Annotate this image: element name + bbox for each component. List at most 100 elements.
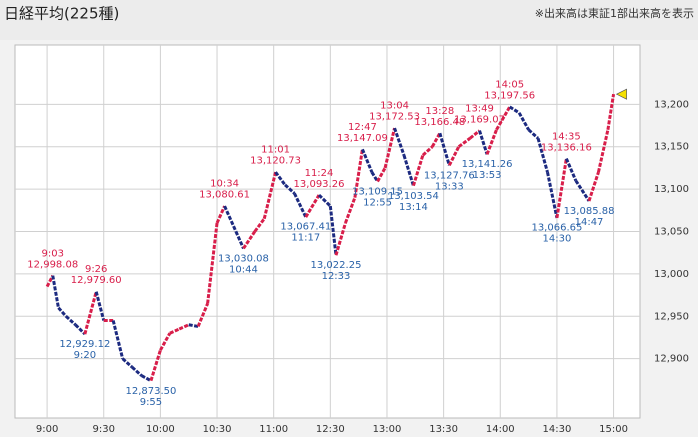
- price-segment: [215, 205, 226, 224]
- price-segment: [159, 332, 172, 351]
- annotation-text: 9:55: [140, 397, 162, 408]
- annotation-text: 13,066.65: [531, 222, 582, 233]
- annotation-text: 11:01: [261, 145, 290, 156]
- annotation-text: 13,109.15: [352, 186, 403, 197]
- annotation-text: 12,998.08: [27, 260, 78, 271]
- price-segment: [253, 217, 266, 233]
- annotation-text: 13:53: [473, 170, 502, 181]
- y-tick-label: 12,900: [654, 354, 689, 365]
- price-segment: [447, 146, 461, 167]
- annotation-text: 12:47: [348, 122, 377, 133]
- price-segment: [596, 129, 610, 173]
- annotation-text: 13:28: [425, 106, 454, 117]
- price-segment: [274, 171, 287, 186]
- y-tick-label: 13,100: [654, 184, 689, 195]
- price-segment: [317, 193, 332, 208]
- annotation-text: 12:55: [363, 197, 392, 208]
- price-segment: [94, 291, 106, 321]
- price-segment: [495, 106, 512, 131]
- price-segment: [393, 127, 406, 156]
- price-segment: [546, 171, 559, 219]
- price-segment: [353, 149, 364, 198]
- last-price-marker: [615, 88, 627, 100]
- annotation-text: 13:14: [399, 202, 428, 213]
- x-tick-label: 10:00: [146, 424, 175, 435]
- price-segment: [555, 158, 568, 219]
- annotation-text: 13:49: [465, 104, 494, 115]
- header-note: ※出来高は東証1部出来高を表示: [535, 6, 694, 20]
- price-segment: [574, 179, 591, 202]
- annotation-text: 14:05: [495, 79, 524, 90]
- price-segment: [564, 158, 578, 182]
- annotation-text: 10:34: [210, 179, 239, 190]
- annotation-text: 13,022.25: [311, 260, 362, 271]
- price-segment: [242, 230, 257, 250]
- x-tick-label: 9:30: [93, 424, 115, 435]
- price-segment: [196, 302, 209, 328]
- price-segment: [361, 148, 374, 173]
- y-tick-label: 13,150: [654, 142, 689, 153]
- price-segment: [169, 327, 180, 335]
- price-segment: [45, 274, 55, 288]
- annotation-text: 10:44: [229, 264, 258, 275]
- annotation-text: 12,929.12: [59, 339, 110, 350]
- annotation-text: 13,030.08: [218, 253, 269, 264]
- x-tick-label: 12:30: [316, 424, 345, 435]
- annotation-text: 11:24: [305, 168, 334, 179]
- y-tick-label: 13,050: [654, 227, 689, 238]
- price-segment: [131, 366, 143, 377]
- annotation-text: 13,136.16: [541, 142, 592, 153]
- annotation-text: 13,080.61: [199, 190, 250, 201]
- price-segment: [376, 167, 387, 183]
- annotation-text: 13,141.26: [462, 159, 513, 170]
- annotation-text: 13,172.53: [369, 112, 420, 123]
- chart-title: 日経平均(225種): [4, 5, 119, 23]
- x-tick-label: 13:00: [373, 424, 402, 435]
- price-segment: [438, 132, 451, 166]
- x-tick-label: 9:00: [36, 424, 58, 435]
- price-segment: [517, 112, 530, 131]
- price-segment: [587, 171, 600, 202]
- price-segment: [370, 171, 379, 183]
- annotation-text: 13:04: [380, 101, 409, 112]
- annotation-text: 14:47: [575, 217, 604, 228]
- annotation-text: 12,979.60: [71, 275, 122, 286]
- price-segment: [536, 137, 549, 173]
- annotation-text: 13,127.76: [424, 171, 475, 182]
- header-bar: [0, 0, 698, 40]
- price-segment: [206, 222, 219, 304]
- x-tick-label: 13:30: [429, 424, 458, 435]
- price-segment: [606, 93, 616, 131]
- price-segment: [188, 323, 199, 328]
- y-tick-label: 12,950: [654, 311, 689, 322]
- annotation-text: 13,197.56: [484, 90, 535, 101]
- annotation-text: 13,103.54: [388, 191, 439, 202]
- price-segment: [57, 306, 68, 318]
- price-segment: [383, 127, 396, 169]
- annotation-text: 13,093.26: [294, 179, 345, 190]
- price-segment: [140, 374, 152, 383]
- annotation-text: 13,147.09: [337, 133, 388, 144]
- y-tick-label: 13,200: [654, 99, 689, 110]
- annotation-text: 12,873.50: [125, 386, 176, 397]
- annotation-text: 9:20: [74, 350, 96, 361]
- price-segment: [527, 128, 540, 140]
- annotation-text: 9:26: [85, 264, 107, 275]
- price-segment: [485, 129, 498, 155]
- price-segment: [457, 137, 471, 148]
- x-tick-label: 14:00: [486, 424, 515, 435]
- price-segment: [234, 230, 245, 250]
- price-segment: [121, 357, 134, 369]
- annotation-text: 13,085.88: [564, 206, 615, 217]
- price-segment: [284, 183, 296, 195]
- price-segment: [421, 145, 434, 157]
- price-segment: [178, 323, 190, 331]
- price-segment: [508, 105, 520, 115]
- price-segment: [83, 291, 98, 335]
- annotation-text: 14:35: [552, 131, 581, 142]
- price-segment: [328, 205, 338, 256]
- annotation-text: 13:33: [435, 182, 464, 193]
- price-segment: [64, 315, 77, 326]
- x-tick-label: 14:30: [543, 424, 572, 435]
